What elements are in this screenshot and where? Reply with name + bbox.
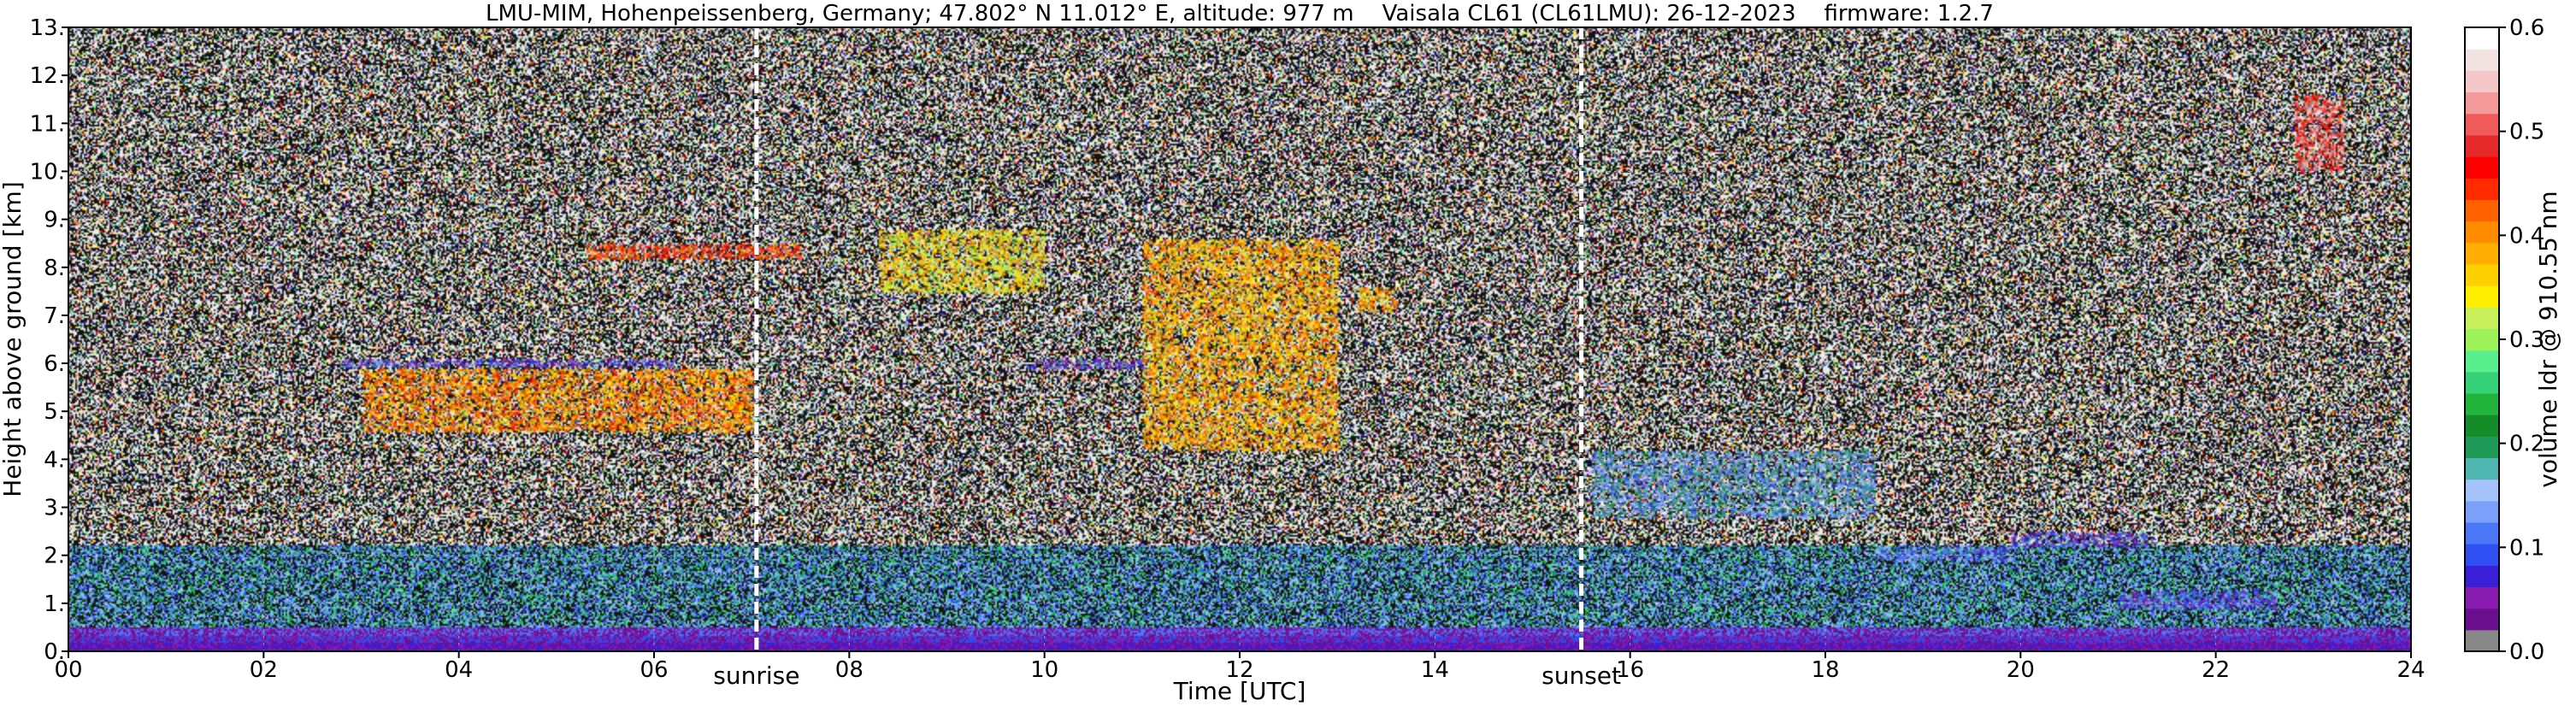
- colorbar-segment: [2465, 608, 2499, 631]
- x-tick-label: 00: [54, 657, 82, 683]
- colorbar-tick-label: 0.4: [2509, 223, 2544, 249]
- x-tick-label: 04: [445, 657, 473, 683]
- colorbar-label: volume ldr @ 910.55 nm: [2534, 191, 2562, 487]
- y-tick-label: 11.: [30, 111, 65, 137]
- y-axis: 0. 1. 2. 3. 4. 5. 6. 7. 8. 9. 10. 11. 12. 13.: [30, 15, 68, 665]
- colorbar-segment: [2465, 178, 2499, 200]
- x-tick-label: 18: [1811, 657, 1839, 683]
- colorbar-segment: [2465, 328, 2499, 351]
- colorbar-segment: [2465, 156, 2499, 179]
- colorbar-segment: [2465, 70, 2499, 93]
- colorbar-segment: [2465, 436, 2499, 459]
- y-tick-label: 5.: [44, 399, 65, 425]
- colorbar-tick-label: 0.2: [2509, 432, 2544, 457]
- colorbar-segment: [2465, 415, 2499, 437]
- sun-marker-label: sunset: [1541, 662, 1621, 690]
- x-tick-label: 08: [835, 657, 864, 683]
- colorbar-segment: [2465, 199, 2499, 222]
- colorbar-segment: [2465, 134, 2499, 157]
- y-tick-label: 9.: [44, 208, 65, 233]
- colorbar-segment: [2465, 285, 2499, 308]
- x-tick-label: 02: [250, 657, 278, 683]
- x-axis: 00 02 04 06 08 10 12 14 16 18 20 22 24: [54, 651, 2426, 683]
- plot-area: sunrise sunset: [68, 26, 2412, 690]
- y-tick-label: 6.: [44, 351, 65, 377]
- colorbar: 0.0 0.1 0.2 0.3 0.4 0.5 0.6: [2464, 15, 2544, 665]
- x-tick-label: 24: [2396, 657, 2425, 683]
- y-tick-label: 3.: [44, 496, 65, 521]
- x-tick-label: 22: [2202, 657, 2230, 683]
- y-tick-label: 8.: [44, 256, 65, 281]
- y-tick-label: 10.: [30, 159, 65, 185]
- colorbar-segment: [2465, 457, 2499, 480]
- colorbar-tick-label: 0.1: [2509, 535, 2544, 561]
- x-tick-label: 06: [640, 657, 668, 683]
- colorbar-segment: [2465, 629, 2499, 652]
- y-tick-label: 0.: [44, 639, 65, 665]
- x-tick-label: 10: [1030, 657, 1058, 683]
- colorbar-segment: [2465, 113, 2499, 136]
- chart-title: LMU-MIM, Hohenpeissenberg, Germany; 47.8…: [486, 1, 1994, 26]
- colorbar-segment: [2465, 263, 2499, 286]
- colorbar-segment: [2465, 544, 2499, 566]
- colorbar-segment: [2465, 221, 2499, 244]
- colorbar-tick-label: 0.3: [2509, 327, 2544, 353]
- colorbar-segment: [2465, 91, 2499, 115]
- colorbar-tick-label: 0.6: [2509, 15, 2544, 41]
- x-tick-label: 14: [1421, 657, 1449, 683]
- colorbar-segment: [2465, 350, 2499, 373]
- grid: [68, 27, 2411, 651]
- colorbar-segment: [2465, 27, 2499, 50]
- y-tick-label: 4.: [44, 447, 65, 473]
- x-tick-label: 20: [2007, 657, 2035, 683]
- colorbar-segment: [2465, 521, 2499, 544]
- colorbar-segment: [2465, 586, 2499, 609]
- y-tick-label: 12.: [30, 63, 65, 89]
- sun-markers: sunrise sunset: [713, 27, 1621, 690]
- colorbar-segment: [2465, 479, 2499, 502]
- colorbar-segment: [2465, 500, 2499, 523]
- y-tick-label: 13.: [30, 15, 65, 41]
- colorbar-segment: [2465, 371, 2499, 394]
- y-tick-label: 1.: [44, 591, 65, 617]
- sun-marker-label: sunrise: [713, 662, 799, 690]
- colorbar-tick-label: 0.5: [2509, 120, 2544, 145]
- colorbar-segment: [2465, 242, 2499, 265]
- x-tick-label: 12: [1225, 657, 1253, 683]
- x-axis-label: Time [UTC]: [1173, 677, 1306, 705]
- colorbar-segment: [2465, 49, 2499, 71]
- colorbar-segment: [2465, 392, 2499, 415]
- y-tick-label: 2.: [44, 544, 65, 569]
- x-tick-label: 16: [1616, 657, 1644, 683]
- y-axis-label: Height above ground [km]: [0, 181, 27, 497]
- colorbar-segment: [2465, 307, 2499, 330]
- colorbar-tick-label: 0.0: [2509, 639, 2544, 665]
- colorbar-segment: [2465, 565, 2499, 588]
- backscatter-image: [68, 27, 2411, 651]
- y-tick-label: 7.: [44, 303, 65, 329]
